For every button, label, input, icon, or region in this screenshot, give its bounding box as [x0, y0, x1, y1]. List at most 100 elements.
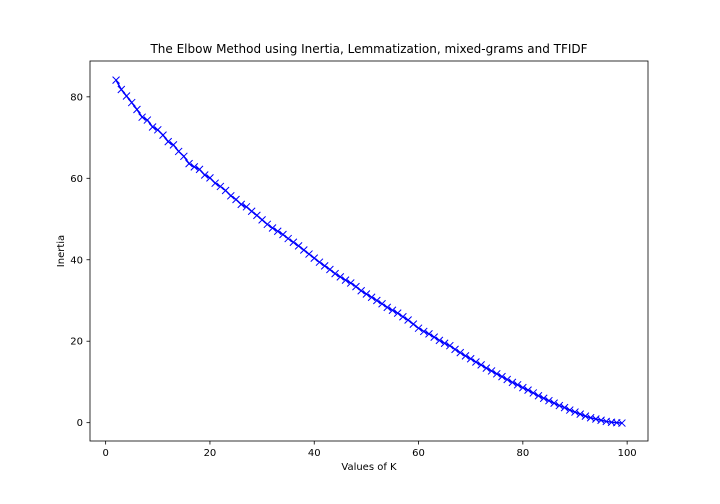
data-point-marker — [451, 345, 459, 354]
data-point-marker — [242, 202, 251, 211]
y-tick-label: 0 — [77, 418, 83, 429]
data-point-marker — [550, 399, 558, 407]
data-point-marker — [169, 141, 178, 149]
data-point-marker — [143, 116, 152, 124]
data-point-marker — [190, 163, 199, 171]
data-point-marker — [263, 220, 272, 229]
data-point-marker — [352, 282, 360, 291]
data-point-marker — [560, 403, 569, 412]
data-point-marker — [305, 250, 313, 258]
y-tick-label: 40 — [70, 255, 83, 266]
data-point-marker — [545, 396, 553, 405]
data-point-marker — [555, 401, 564, 410]
data-point-marker — [315, 258, 324, 267]
data-point-marker — [399, 312, 407, 321]
data-point-marker — [112, 76, 120, 84]
data-point-marker — [273, 227, 282, 236]
x-tick-label: 80 — [516, 448, 529, 459]
data-point-marker — [279, 230, 287, 239]
data-point-marker — [404, 316, 412, 324]
data-point-marker — [388, 306, 397, 315]
data-point-marker — [529, 389, 538, 397]
data-point-marker — [393, 309, 402, 317]
data-point-marker — [482, 364, 491, 372]
data-point-marker — [524, 386, 532, 394]
data-point-marker — [341, 276, 350, 284]
data-point-marker — [148, 123, 157, 131]
data-point-marker — [362, 290, 371, 298]
plot-frame — [89, 60, 649, 442]
data-point-marker — [498, 372, 506, 381]
data-point-marker — [180, 152, 188, 161]
data-point-marker — [200, 171, 209, 179]
data-point-marker — [211, 179, 220, 188]
data-point-marker — [414, 324, 423, 333]
data-point-marker — [472, 358, 480, 366]
data-point-marker — [237, 200, 246, 209]
plot-area: 0 20 40 60 80 100 0 20 40 60 80 — [70, 60, 649, 459]
data-point-marker — [518, 383, 527, 392]
data-point-marker — [372, 296, 381, 305]
data-point-marker — [336, 273, 345, 281]
data-point-marker — [253, 211, 261, 220]
data-point-marker — [289, 238, 298, 247]
data-point-marker — [226, 191, 235, 200]
data-point-marker — [576, 410, 585, 418]
data-point-marker — [534, 391, 543, 400]
data-point-marker — [357, 286, 366, 295]
series-markers — [112, 76, 626, 427]
y-tick-label: 60 — [70, 174, 83, 185]
data-point-marker — [326, 265, 334, 274]
data-point-marker — [565, 406, 574, 414]
data-point-marker — [508, 378, 517, 387]
data-point-marker — [435, 336, 444, 345]
data-point-marker — [284, 234, 293, 243]
chart-title: The Elbow Method using Inertia, Lemmatiz… — [149, 42, 587, 56]
data-point-marker — [247, 207, 256, 216]
data-point-marker — [571, 408, 579, 416]
data-point-marker — [367, 293, 376, 302]
data-point-marker — [618, 419, 626, 427]
data-point-marker — [310, 254, 319, 262]
data-point-marker — [320, 262, 329, 270]
data-point-marker — [127, 98, 136, 107]
x-axis: 0 20 40 60 80 100 — [102, 441, 637, 459]
data-point-marker — [133, 105, 141, 114]
data-point-marker — [492, 369, 501, 378]
y-tick-label: 20 — [70, 337, 83, 348]
data-point-marker — [159, 131, 167, 139]
data-point-marker — [331, 269, 339, 278]
data-point-marker — [461, 352, 470, 360]
y-tick-label: 80 — [70, 92, 83, 103]
data-point-marker — [456, 348, 465, 357]
data-point-marker — [581, 412, 590, 421]
data-point-marker — [503, 375, 512, 384]
data-point-marker — [539, 394, 548, 403]
data-point-marker — [138, 113, 147, 122]
x-tick-label: 20 — [204, 448, 217, 459]
data-point-marker — [430, 333, 439, 341]
data-point-marker — [294, 242, 303, 250]
data-point-marker — [409, 320, 418, 328]
data-point-marker — [164, 137, 173, 146]
data-point-marker — [346, 279, 355, 287]
data-point-marker — [383, 303, 392, 312]
x-tick-label: 60 — [412, 448, 425, 459]
y-axis: 0 20 40 60 80 — [70, 92, 90, 429]
data-point-marker — [117, 85, 126, 94]
data-point-marker — [258, 215, 266, 224]
data-point-marker — [419, 327, 428, 336]
data-point-marker — [513, 380, 522, 389]
data-point-marker — [425, 330, 433, 338]
data-point-marker — [216, 182, 225, 191]
x-tick-label: 40 — [308, 448, 321, 459]
x-tick-label: 0 — [102, 448, 108, 459]
data-point-marker — [268, 224, 277, 232]
data-point-marker — [122, 92, 131, 100]
x-axis-label: Values of K — [341, 462, 397, 473]
x-tick-label: 100 — [618, 448, 637, 459]
data-point-marker — [378, 299, 386, 308]
data-point-marker — [440, 339, 449, 348]
